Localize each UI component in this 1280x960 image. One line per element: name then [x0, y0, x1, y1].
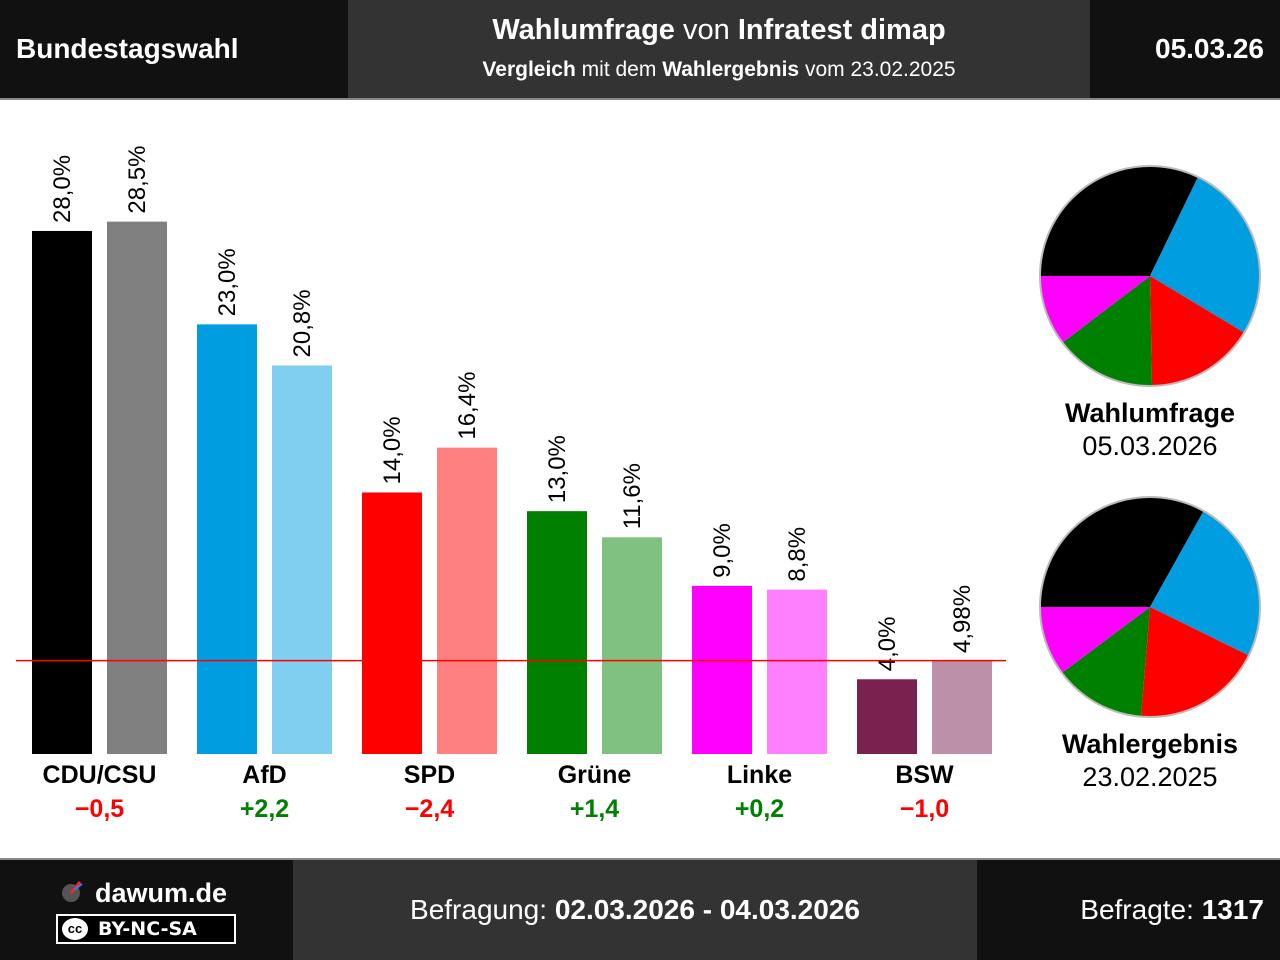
- bar-linke-umfrage: [692, 585, 752, 754]
- bar-spd-umfrage: [362, 492, 422, 754]
- header-divider: [0, 98, 1280, 100]
- difference-label: −1,0: [900, 795, 949, 823]
- pie-date: 05.03.2026: [1082, 431, 1218, 461]
- bar-bsw-ergebnis: [932, 660, 992, 754]
- cc-icon: cc: [62, 918, 88, 940]
- bar-value-label: 20,8%: [289, 289, 316, 357]
- pie-slice: [1061, 607, 1150, 717]
- bar-value-label: 11,6%: [619, 463, 646, 529]
- difference-label: +0,2: [735, 795, 784, 823]
- header: Bundestagswahl Wahlumfrage von Infratest…: [0, 0, 1280, 98]
- respondents-count: 1317: [1201, 894, 1264, 925]
- bar-value-label: 4,98%: [949, 585, 976, 653]
- bar-value-label: 23,0%: [214, 248, 241, 316]
- respondents-label: Befragte:: [1080, 894, 1194, 925]
- pie-slice: [1040, 497, 1204, 607]
- pie-title: Wahlergebnis: [1061, 729, 1239, 759]
- dawum-logo-icon: [62, 881, 83, 902]
- category-label: Linke: [727, 761, 792, 789]
- bar-value-label: 14,0%: [379, 416, 406, 484]
- brand-link[interactable]: dawum.de: [95, 878, 228, 908]
- license-badge[interactable]: cc BY-NC-SA: [56, 914, 236, 944]
- bar-spd-ergebnis: [437, 447, 497, 754]
- poll-title-line1: Wahlumfrage von Infratest dimap: [492, 14, 946, 46]
- pie-slice: [1150, 177, 1260, 333]
- bar-gr-ne-ergebnis: [602, 537, 662, 754]
- difference-label: +2,2: [240, 795, 289, 823]
- bar-cdu-csu-umfrage: [32, 230, 92, 754]
- footer-divider: [0, 858, 1280, 860]
- bar-value-label: 28,5%: [124, 146, 151, 214]
- pie-caption-wahlergebnis: Wahlergebnis 23.02.2025: [1020, 729, 1280, 793]
- bar-value-label: 16,4%: [454, 372, 481, 440]
- bar-value-label: 8,8%: [784, 527, 811, 582]
- pie-slice: [1062, 276, 1152, 386]
- bar-value-label: 28,0%: [49, 155, 76, 223]
- bar-value-label: 13,0%: [544, 435, 571, 503]
- pie-slice: [1040, 166, 1198, 276]
- poll-title: Wahlumfrage von Infratest dimap Vergleic…: [348, 0, 1090, 98]
- header-date: 05.03.26: [1090, 0, 1280, 98]
- difference-label: −0,5: [75, 795, 124, 823]
- bar-cdu-csu-ergebnis: [107, 221, 167, 754]
- pie-outline: [1039, 496, 1261, 718]
- bar-afd-umfrage: [197, 324, 257, 754]
- difference-label: −2,4: [405, 795, 454, 823]
- bar-value-label: 9,0%: [709, 523, 736, 578]
- bar-linke-ergebnis: [767, 589, 827, 754]
- pie-slice: [1150, 276, 1245, 386]
- difference-label: +1,4: [570, 795, 619, 823]
- pie-slice: [1040, 607, 1150, 673]
- license-text: BY-NC-SA: [98, 918, 197, 940]
- election-title: Bundestagswahl: [0, 0, 348, 98]
- pie-date: 23.02.2025: [1082, 762, 1218, 792]
- pie-chart-wahlumfrage: [1039, 165, 1261, 387]
- survey-period: Befragung: 02.03.2026 - 04.03.2026: [293, 860, 977, 960]
- survey-range: 02.03.2026 - 04.03.2026: [554, 894, 860, 925]
- pie-chart-wahlergebnis: [1039, 496, 1261, 718]
- footer-brand-area: dawum.de cc BY-NC-SA: [0, 860, 293, 960]
- category-label: SPD: [404, 761, 455, 789]
- bar-value-label: 4,0%: [874, 617, 901, 672]
- bar-chart: 28,0% 28,5% CDU/CSU −0,5 23,0% 20,8% AfD +2,2 14…: [16, 146, 1006, 823]
- bar-bsw-umfrage: [857, 679, 917, 754]
- bar-gr-ne-umfrage: [527, 511, 587, 754]
- pie-outline: [1039, 165, 1261, 387]
- category-label: AfD: [242, 761, 286, 789]
- category-label: CDU/CSU: [43, 761, 157, 789]
- poll-title-line2: Vergleich mit dem Wahlergebnis vom 23.02…: [482, 58, 956, 81]
- pie-slice: [1150, 510, 1260, 656]
- pie-title: Wahlumfrage: [1064, 398, 1235, 428]
- category-label: Grüne: [558, 761, 632, 789]
- category-label: BSW: [895, 761, 954, 789]
- pie-caption-wahlumfrage: Wahlumfrage 05.03.2026: [1020, 398, 1280, 462]
- survey-label: Befragung:: [410, 894, 548, 925]
- bar-afd-ergebnis: [272, 365, 332, 754]
- pie-slice: [1040, 276, 1150, 343]
- respondents: Befragte: 1317: [977, 860, 1280, 960]
